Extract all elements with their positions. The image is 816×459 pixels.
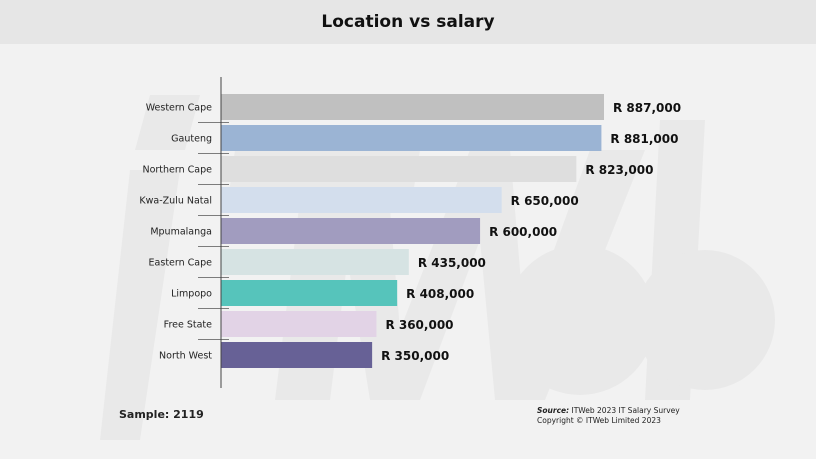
category-label: Limpopo <box>171 289 212 300</box>
bar <box>221 156 577 182</box>
watermark-e <box>505 245 655 395</box>
category-label: Eastern Cape <box>149 258 213 269</box>
data-label: R 881,000 <box>610 132 678 146</box>
category-label: Mpumalanga <box>150 227 212 238</box>
category-label: Gauteng <box>171 134 212 145</box>
category-label: Northern Cape <box>142 165 212 176</box>
bar <box>221 280 398 306</box>
category-label: North West <box>159 351 212 362</box>
bar <box>221 125 602 151</box>
category-label: Western Cape <box>146 103 212 114</box>
data-label: R 650,000 <box>511 194 579 208</box>
source-note: Source: ITWeb 2023 IT Salary Survey Copy… <box>537 406 680 426</box>
source-label: Source: <box>537 406 570 415</box>
data-label: R 350,000 <box>381 349 449 363</box>
bar <box>221 311 377 337</box>
bar <box>221 187 502 213</box>
data-label: R 600,000 <box>489 225 557 239</box>
bar <box>221 94 604 120</box>
chart-header: Location vs salary <box>0 0 816 44</box>
data-label: R 408,000 <box>406 287 474 301</box>
copyright: Copyright © ITWeb Limited 2023 <box>537 416 661 425</box>
watermark-i-dot <box>135 95 200 150</box>
bar <box>221 342 373 368</box>
data-label: R 887,000 <box>613 101 681 115</box>
bar <box>221 249 409 275</box>
watermark-b-bowl <box>635 250 775 390</box>
watermark-i-stem <box>100 170 180 440</box>
category-label: Free State <box>164 320 212 331</box>
data-label: R 360,000 <box>385 318 453 332</box>
source-text: ITWeb 2023 IT Salary Survey <box>569 406 680 415</box>
data-label: R 435,000 <box>418 256 486 270</box>
chart-title: Location vs salary <box>321 12 495 32</box>
bar <box>221 218 481 244</box>
sample-size: Sample: 2119 <box>119 408 204 421</box>
data-label: R 823,000 <box>585 163 653 177</box>
category-label: Kwa-Zulu Natal <box>139 196 212 207</box>
